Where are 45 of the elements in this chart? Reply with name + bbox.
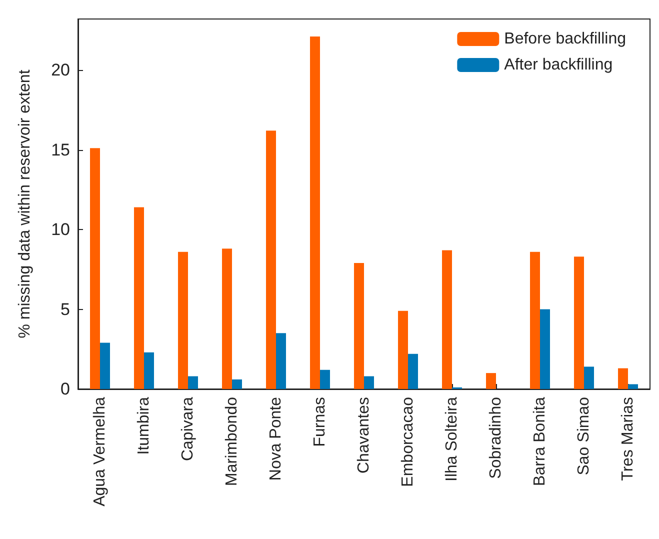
bar xyxy=(584,366,594,389)
x-tick-label: Sobradinho xyxy=(488,396,504,479)
x-tick-label: Nova Ponte xyxy=(268,396,284,481)
y-tick-label: 0 xyxy=(60,380,70,398)
bar xyxy=(354,263,364,389)
y-axis-title: % missing data within reservoir extent xyxy=(16,69,34,338)
bar xyxy=(574,256,584,389)
bar xyxy=(618,368,628,389)
legend-label: After backfilling xyxy=(504,56,613,74)
x-tick-label: Furnas xyxy=(312,397,328,447)
y-tick-label: 5 xyxy=(60,300,70,319)
x-tick-label: Capivara xyxy=(180,396,196,462)
bar xyxy=(530,252,540,389)
y-tick-label: 20 xyxy=(51,60,70,80)
bar xyxy=(276,333,286,389)
x-tick-label: Marimbondo xyxy=(224,396,240,486)
y-tick-label: 10 xyxy=(51,220,70,240)
bar xyxy=(408,354,418,389)
x-tick-label: Agua Vermelha xyxy=(92,396,108,506)
bar xyxy=(266,130,276,389)
bar xyxy=(320,370,330,389)
x-tick-label: Emborcacao xyxy=(400,396,416,487)
legend-label: Before backfilling xyxy=(504,30,626,48)
bar xyxy=(222,248,232,389)
bar xyxy=(442,250,452,389)
bar xyxy=(628,384,638,389)
bar xyxy=(540,309,550,389)
x-tick-label: Ilha Solteira xyxy=(444,396,460,482)
bar xyxy=(134,207,144,389)
bar xyxy=(144,352,154,389)
bar xyxy=(364,376,374,389)
bar xyxy=(90,148,100,389)
x-tick-label: Barra Bonita xyxy=(532,396,548,486)
bar xyxy=(100,342,110,389)
x-tick-label: Itumbira xyxy=(136,396,152,455)
x-tick-label: Tres Marias xyxy=(620,397,636,481)
y-tick-label: 15 xyxy=(51,140,70,160)
bar xyxy=(188,376,198,389)
x-tick-label: Chavantes xyxy=(356,397,372,474)
bar xyxy=(398,310,408,389)
bar xyxy=(232,379,242,389)
bar xyxy=(178,252,188,389)
bar xyxy=(310,36,320,389)
bar xyxy=(486,373,496,389)
x-tick-label: Sao Simao xyxy=(576,396,592,476)
